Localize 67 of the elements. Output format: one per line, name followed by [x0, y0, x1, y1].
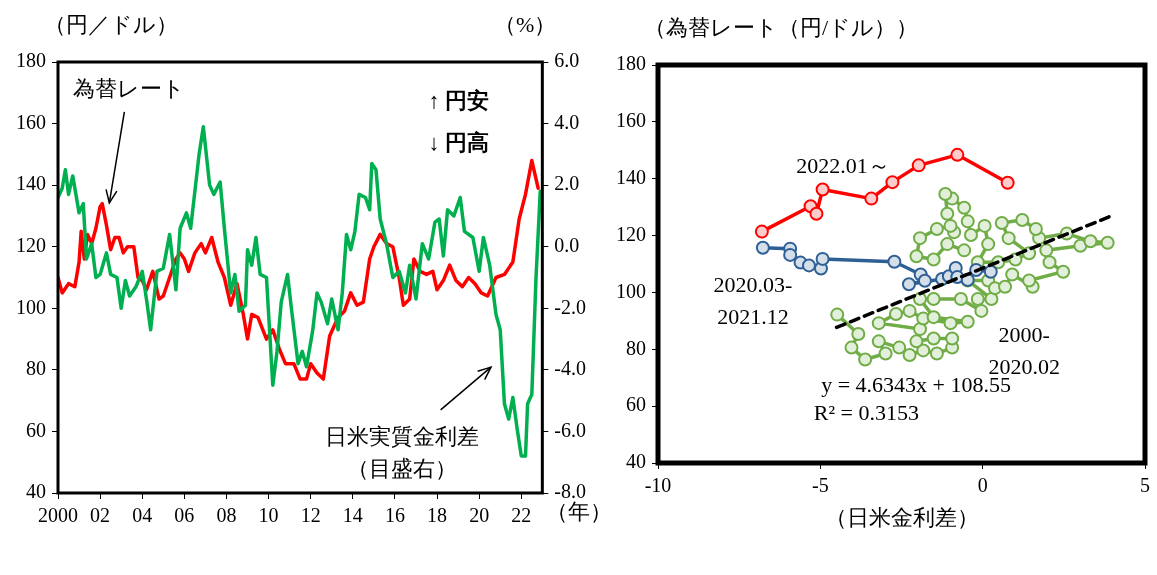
y-tick-label: 100 [16, 295, 46, 318]
y-tick-label: 160 [16, 110, 46, 133]
point [809, 206, 824, 221]
y-tick-label: 140 [16, 172, 46, 195]
point [783, 247, 798, 262]
y-tick-label: 60 [626, 393, 646, 416]
x-tick-label: 10 [258, 504, 279, 527]
y-tick-label: 80 [626, 336, 646, 359]
point [950, 147, 965, 162]
y2-tick-label: 2.0 [554, 172, 580, 195]
point [815, 251, 830, 266]
x-tick-label: 0 [977, 474, 988, 497]
x-tick-label: 18 [427, 504, 448, 527]
x-tick-label: 5 [1140, 474, 1150, 497]
y-tick-label: 180 [16, 49, 46, 72]
y2-tick-label: -2.0 [554, 295, 587, 318]
x-tick-label: -10 [644, 474, 672, 497]
y-tick-label: 60 [26, 418, 46, 441]
y-tick-label: 80 [26, 357, 46, 380]
x-tick-label: 12 [300, 504, 321, 527]
point [801, 258, 816, 273]
point [983, 264, 998, 279]
x-tick-label: 06 [174, 504, 195, 527]
point [815, 182, 830, 197]
point [754, 224, 769, 239]
x-tick-label: 04 [132, 504, 153, 527]
point [885, 175, 900, 190]
y-tick-label: 40 [626, 450, 646, 473]
point [864, 191, 879, 206]
y2-tick-label: -6.0 [554, 418, 587, 441]
annotation: ↓ 円高 [428, 129, 490, 155]
y-tick-label: 180 [616, 52, 646, 75]
y2-axis-title: （%） [494, 11, 557, 37]
point [911, 158, 926, 173]
y-tick-label: 160 [616, 109, 646, 132]
y-tick-label: 100 [616, 279, 646, 302]
x-tick-label: 02 [90, 504, 111, 527]
x-tick-label: 22 [511, 504, 532, 527]
y-tick-label: 120 [616, 222, 646, 245]
x-axis-title: （日米金利差） [824, 504, 979, 530]
x-tick-label: -5 [812, 474, 829, 497]
x-tick-label: 20 [469, 504, 490, 527]
series-label: 2020.03- 2021.12 [713, 272, 793, 330]
x-tick-label: 16 [384, 504, 405, 527]
series-label: 日米実質金利差（目盛右） [324, 423, 479, 481]
y2-tick-label: 0.0 [554, 233, 580, 256]
y-tick-label: 120 [16, 233, 46, 256]
y-tick-label: 40 [26, 480, 46, 503]
point [901, 277, 916, 292]
y-tick-label: 140 [616, 165, 646, 188]
y-axis-title: （円／ドル） [44, 11, 178, 37]
x-tick-label: 14 [342, 504, 363, 527]
point [887, 254, 902, 269]
annotation: R² = 0.3153 [813, 399, 920, 425]
series-label: 2022.01～ [796, 152, 890, 178]
text: 為替レート [72, 75, 185, 101]
point [1000, 175, 1015, 190]
y2-tick-label: 6.0 [554, 49, 580, 72]
x-tick-label: 08 [216, 504, 237, 527]
x-axis-title: （年） [546, 498, 613, 524]
y2-tick-label: -4.0 [554, 357, 587, 380]
point [755, 240, 770, 255]
x-tick-label: 2000 [38, 504, 78, 527]
annotation: ↑ 円安 [428, 87, 490, 113]
y2-tick-label: 4.0 [554, 110, 580, 133]
y-axis-title: （為替レート（円/ドル）） [644, 14, 919, 40]
point [917, 273, 932, 288]
